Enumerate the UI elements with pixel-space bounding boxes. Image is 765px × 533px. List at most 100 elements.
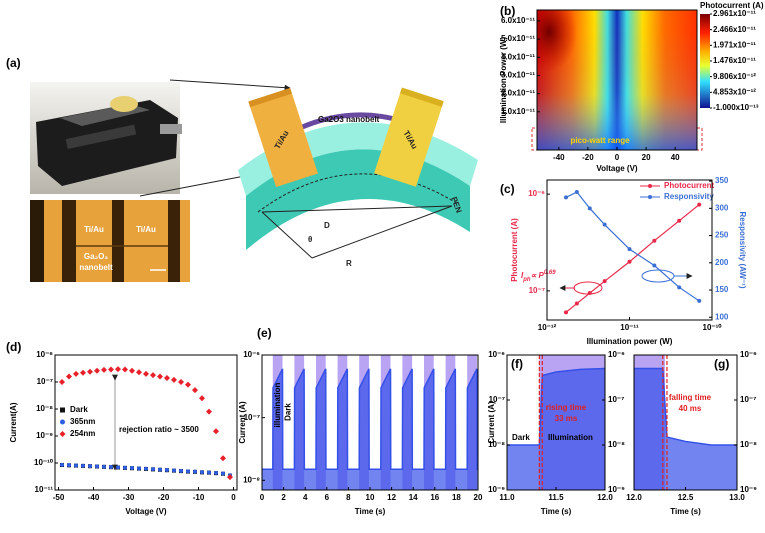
y-tick-label: 6.0x10⁻¹¹ <box>501 16 535 25</box>
photo-device <box>30 82 182 194</box>
y-tick-label: 10⁻⁷ <box>37 377 53 386</box>
panel-label: (f) <box>511 357 523 371</box>
arrow <box>169 79 291 91</box>
y-tick-label: 10⁻⁸ <box>488 440 505 449</box>
x-tick-label: 12.5 <box>678 493 694 502</box>
x-tick-label: 2 <box>281 493 286 502</box>
point <box>677 285 682 290</box>
colorbar-label: 1.476x10⁻¹¹ <box>713 56 756 65</box>
y-tick-label: 10⁻⁷ <box>244 413 260 422</box>
legend-marker <box>60 407 65 413</box>
legend-label: 365nm <box>70 417 95 426</box>
point <box>564 195 569 200</box>
x-tick-label: 12 <box>387 493 396 502</box>
y-tick-label: 10⁻⁶ <box>528 189 545 198</box>
area <box>634 368 737 490</box>
point <box>130 466 134 471</box>
y-tick-label: 10⁻⁹ <box>36 431 53 440</box>
x-tick-label: 6 <box>325 493 330 502</box>
point <box>220 455 226 462</box>
colorbar-label: -1.000x10⁻¹³ <box>713 103 759 112</box>
plot-area <box>59 366 233 481</box>
y-tick-label: 10⁻⁹ <box>608 485 625 494</box>
area-edge <box>507 367 605 446</box>
x-tick-label: -10 <box>193 493 205 502</box>
y-axis-title: Current (A) <box>238 401 247 444</box>
y-tick-label: 1.0x10⁻¹¹ <box>501 107 535 116</box>
point <box>652 263 657 268</box>
x-tick-label: 20 <box>474 493 483 502</box>
x-tick-label: 10⁻¹¹ <box>620 323 639 332</box>
point <box>101 366 107 373</box>
point <box>587 291 592 296</box>
y-tick-label: 10⁻⁶ <box>36 350 53 359</box>
annotation: Dark <box>284 403 293 421</box>
y2-tick-label: 350 <box>715 176 729 185</box>
point <box>129 367 135 374</box>
series-line <box>565 191 700 302</box>
point <box>87 368 93 375</box>
point <box>137 466 141 471</box>
point <box>192 387 198 394</box>
photo-label: Ti/Au <box>84 225 104 234</box>
panel-label: (a) <box>6 56 21 70</box>
y2-tick-label: 200 <box>715 258 729 267</box>
x-tick-label: -50 <box>53 493 65 502</box>
point <box>102 464 106 469</box>
x-tick-label: 12.0 <box>626 493 642 502</box>
y-tick-label: 10⁻⁷ <box>489 395 505 404</box>
point <box>574 189 579 194</box>
colorbar-label: 2.961x10⁻¹¹ <box>713 9 756 18</box>
y-tick-label: 2.0x10⁻¹¹ <box>501 89 535 98</box>
photo-microscope: Ti/Au Ti/Au Ga₂O₃ nanobelt <box>30 200 190 282</box>
point <box>221 471 225 476</box>
point <box>697 202 702 207</box>
legend-marker <box>648 184 652 188</box>
photo-label: nanobelt <box>79 263 113 272</box>
point <box>677 218 682 223</box>
annotation-part: I <box>521 271 524 280</box>
point <box>136 369 142 376</box>
diagram-label: Ga2O3 nanobelt <box>318 115 380 124</box>
colorbar-label: 1.971x10⁻¹¹ <box>713 40 756 49</box>
point <box>73 370 79 377</box>
device-diagram: Ga2O3 nanobelt Ti/Au Ti/Au PEN D θ R <box>238 87 478 268</box>
y2-tick-label: 300 <box>715 203 729 212</box>
series-line <box>565 204 700 313</box>
legend-label: Photocurrent <box>664 181 715 190</box>
x-tick-label: 10 <box>366 493 375 502</box>
panel-label: (d) <box>6 340 21 354</box>
point <box>67 463 71 468</box>
y-tick-label: 10⁻¹⁰ <box>34 458 54 467</box>
point <box>123 465 127 470</box>
x-tick-label: -20 <box>158 493 170 502</box>
point <box>602 279 607 284</box>
x-tick-label: 0 <box>231 493 236 502</box>
area <box>507 368 605 490</box>
panel-label: (b) <box>500 4 515 18</box>
point <box>172 468 176 473</box>
y2-axis-title: Responsivity (AW⁻¹) <box>738 211 747 288</box>
point <box>200 470 204 475</box>
point <box>227 474 233 481</box>
x-tick-label: 18 <box>452 493 461 502</box>
annotation: 33 ms <box>555 414 578 423</box>
point <box>697 298 702 303</box>
x-tick-label: 11.5 <box>548 493 564 502</box>
x-axis-title: Time (s) <box>541 507 572 516</box>
x-tick-label: 13.0 <box>729 493 745 502</box>
y2-tick-label: 250 <box>715 231 729 240</box>
y2-tick-label: 100 <box>715 312 729 321</box>
arrow <box>139 173 251 197</box>
point <box>81 463 85 468</box>
point <box>207 470 211 475</box>
point <box>165 468 169 473</box>
point <box>627 247 632 252</box>
point <box>94 367 100 374</box>
point <box>171 376 177 383</box>
y-axis-title: Current(A) <box>9 402 18 442</box>
heatmap-peak <box>537 10 577 72</box>
point <box>186 469 190 474</box>
y-axis-title: Illumination Power (W) <box>499 37 508 124</box>
